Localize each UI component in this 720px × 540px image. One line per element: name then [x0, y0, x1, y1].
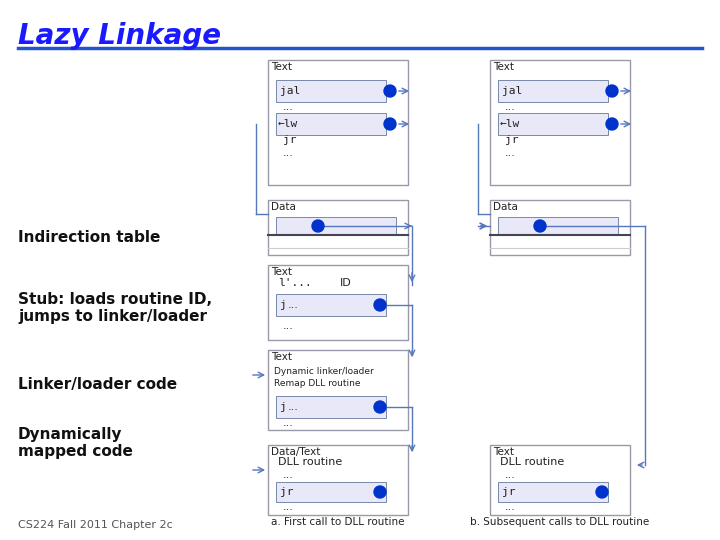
Bar [498, 80, 608, 102]
Text: ...: ... [283, 470, 294, 480]
Text: jr: jr [283, 135, 297, 145]
Text: Data/Text: Data/Text [271, 447, 320, 457]
Bar [268, 60, 408, 185]
Text: a. First call to DLL routine: a. First call to DLL routine [271, 517, 405, 527]
Text: Lazy Linkage: Lazy Linkage [18, 22, 221, 50]
Text: DLL routine: DLL routine [278, 457, 342, 467]
Text: jal: jal [280, 86, 300, 96]
Text: j: j [280, 402, 287, 412]
Bar [498, 217, 618, 235]
Text: Text: Text [271, 62, 292, 72]
Bar [276, 294, 386, 316]
Text: ...: ... [505, 148, 516, 158]
Text: DLL routine: DLL routine [500, 457, 564, 467]
Circle shape [374, 486, 386, 498]
Text: Text: Text [271, 267, 292, 277]
Bar [268, 200, 408, 255]
Text: ...: ... [288, 300, 299, 310]
Circle shape [374, 401, 386, 413]
Text: ...: ... [283, 502, 294, 512]
Text: CS224 Fall 2011 Chapter 2c: CS224 Fall 2011 Chapter 2c [18, 520, 173, 530]
Text: ←lw: ←lw [278, 119, 298, 129]
Circle shape [534, 220, 546, 232]
Text: ...: ... [288, 402, 299, 412]
Bar [498, 113, 608, 135]
Text: ...: ... [505, 102, 516, 112]
Text: ...: ... [283, 148, 294, 158]
Text: Text: Text [493, 447, 514, 457]
Text: Data: Data [271, 202, 296, 212]
Bar [268, 445, 408, 515]
Text: jr: jr [505, 135, 518, 145]
Bar [276, 482, 386, 502]
Text: Text: Text [271, 352, 292, 362]
Bar [276, 396, 386, 418]
Text: jal: jal [502, 86, 522, 96]
Circle shape [606, 85, 618, 97]
Circle shape [312, 220, 324, 232]
Bar [276, 80, 386, 102]
Circle shape [384, 118, 396, 130]
Text: Text: Text [493, 62, 514, 72]
Text: Linker/loader code: Linker/loader code [18, 377, 177, 393]
Text: Data: Data [493, 202, 518, 212]
Text: l'...: l'... [278, 278, 312, 288]
Text: ...: ... [283, 321, 294, 331]
Text: ...: ... [283, 418, 294, 428]
Bar [268, 350, 408, 430]
Text: ...: ... [505, 502, 516, 512]
Text: j: j [280, 300, 287, 310]
Text: ←lw: ←lw [500, 119, 521, 129]
Bar [268, 265, 408, 340]
Bar [490, 200, 630, 255]
Text: b. Subsequent calls to DLL routine: b. Subsequent calls to DLL routine [470, 517, 649, 527]
Text: Dynamically
mapped code: Dynamically mapped code [18, 427, 133, 459]
Circle shape [596, 486, 608, 498]
Text: Stub: loads routine ID,
jumps to linker/loader: Stub: loads routine ID, jumps to linker/… [18, 292, 212, 324]
Text: ID: ID [340, 278, 352, 288]
Circle shape [606, 118, 618, 130]
Text: Dynamic linker/loader: Dynamic linker/loader [274, 367, 374, 375]
Text: Indirection table: Indirection table [18, 231, 161, 246]
Bar [276, 113, 386, 135]
Text: Remap DLL routine: Remap DLL routine [274, 379, 361, 388]
Text: ...: ... [505, 470, 516, 480]
Bar [490, 60, 630, 185]
Bar [276, 217, 396, 235]
Circle shape [384, 85, 396, 97]
Text: jr: jr [502, 487, 516, 497]
Bar [490, 445, 630, 515]
Circle shape [374, 299, 386, 311]
Bar [498, 482, 608, 502]
Text: jr: jr [280, 487, 294, 497]
Text: ...: ... [283, 102, 294, 112]
